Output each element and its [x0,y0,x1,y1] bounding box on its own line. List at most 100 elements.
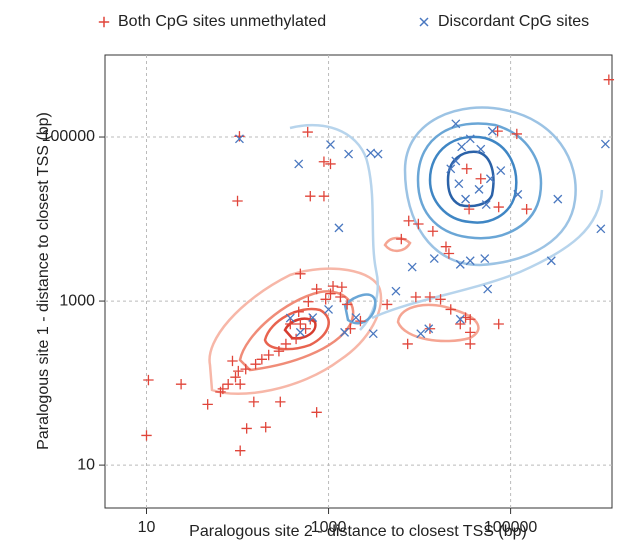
point [413,218,424,230]
point [215,386,226,398]
point [381,299,393,310]
point [263,349,274,361]
contour [446,150,495,208]
contour [396,303,480,343]
point [295,318,306,330]
point [487,126,497,136]
point [485,174,495,184]
point [294,159,304,169]
point [424,323,436,334]
point [465,327,476,338]
point [465,134,475,144]
point [493,201,504,213]
point [260,421,271,433]
point [248,396,260,408]
point [465,256,475,266]
contour [263,307,330,351]
point [396,233,407,245]
y-axis-label: Paralogous site 1 - distance to closest … [35,112,52,450]
point [320,294,331,305]
point [546,256,556,266]
point [513,189,523,199]
point [461,194,471,204]
point [461,163,472,174]
point [344,149,354,159]
point [474,184,484,194]
point [308,313,318,322]
point [402,338,413,350]
point [275,396,286,408]
point [496,166,506,176]
point [443,248,455,259]
y-tick-label: 100000 [42,128,95,145]
contour [343,293,377,325]
point [334,223,344,233]
point [295,268,306,279]
point [340,327,350,337]
point [241,423,252,434]
point [311,407,322,418]
density-contours [208,106,604,395]
point [227,355,238,367]
x-tick-label: 1000 [311,519,347,536]
point [446,164,456,174]
contour [208,267,383,395]
point [424,291,436,303]
point [480,254,490,263]
point [440,241,452,252]
point [410,291,422,303]
x-tick-label: 100000 [484,519,537,536]
point [481,200,491,210]
point [475,173,486,184]
legend-marker [98,16,110,28]
point [368,329,378,339]
point [511,128,523,140]
point [325,158,336,170]
contour [403,106,577,267]
point [234,131,245,142]
point [141,430,152,441]
point [465,338,476,350]
point [293,306,304,317]
point [476,144,486,154]
point [303,296,314,307]
x-tick-label: 10 [138,519,156,536]
point [285,313,295,323]
contour [428,135,518,224]
point [280,338,292,350]
point [223,378,234,390]
contour [283,317,317,340]
point [235,378,246,390]
point [336,281,348,293]
point [391,286,401,296]
point [351,313,361,322]
plot-frame [104,54,613,509]
point [326,140,335,149]
point [335,291,346,303]
point [455,318,466,330]
point [416,329,426,339]
point [325,288,336,299]
point [463,203,475,215]
contour [416,122,543,240]
point [318,190,330,202]
point [234,134,244,144]
point [366,148,376,158]
point [596,224,606,234]
point [600,139,610,149]
point [311,283,322,295]
point [435,294,446,305]
point [240,363,251,375]
point [457,142,467,152]
point [232,195,243,207]
point [341,299,353,310]
point [455,259,465,269]
point [451,156,461,166]
point [324,305,334,314]
point [300,323,311,334]
point [455,314,465,324]
point [445,304,456,315]
point [345,323,356,334]
point [290,333,302,345]
